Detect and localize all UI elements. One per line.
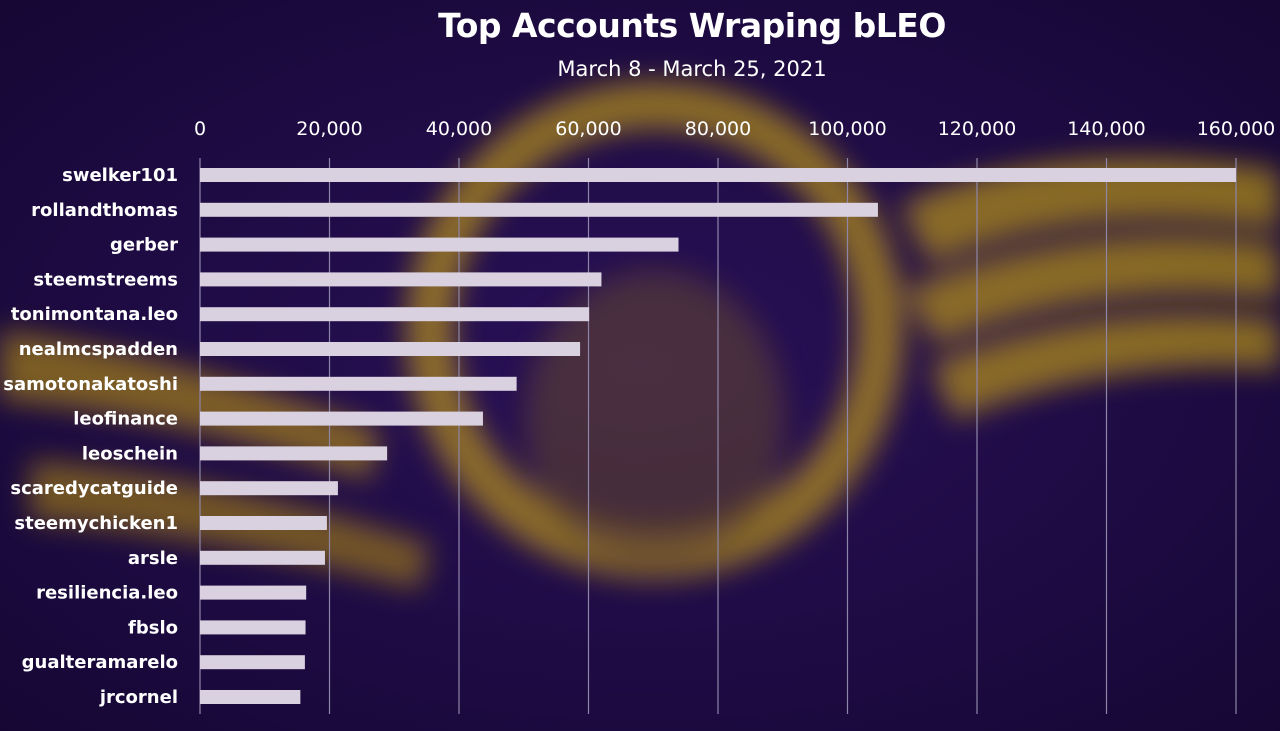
bar-leofinance xyxy=(200,411,483,426)
x-tick-label: 80,000 xyxy=(685,118,751,140)
category-label: leofinance xyxy=(73,409,178,430)
bar-gerber xyxy=(200,237,679,252)
category-label: resiliencia.leo xyxy=(36,583,178,604)
category-label: jrcornel xyxy=(99,687,178,708)
bar-rollandthomas xyxy=(200,202,878,217)
x-tick-label: 140,000 xyxy=(1067,118,1146,140)
category-labels: swelker101 rollandthomas gerber steemstreem… xyxy=(3,165,178,708)
bars xyxy=(200,168,1236,704)
bar-steemychicken1 xyxy=(200,516,327,530)
category-label: steemychicken1 xyxy=(14,513,178,534)
category-label: steemstreems xyxy=(33,269,178,290)
category-label: fbslo xyxy=(128,617,178,638)
x-tick-label: 120,000 xyxy=(938,118,1017,140)
bar-swelker101 xyxy=(200,168,1236,182)
bar-samotonakatoshi xyxy=(200,376,517,391)
bar-steemstreems xyxy=(200,272,602,287)
category-label: nealmcspadden xyxy=(19,339,178,360)
x-tick-label: 100,000 xyxy=(808,118,887,140)
x-tick-label: 160,000 xyxy=(1197,118,1276,140)
x-tick-label: 0 xyxy=(194,118,206,140)
category-label: leoschein xyxy=(82,443,178,464)
category-label: gerber xyxy=(110,235,178,256)
bar-arsle xyxy=(200,550,325,565)
chart-subtitle: March 8 - March 25, 2021 xyxy=(557,57,827,81)
x-tick-label: 60,000 xyxy=(555,118,621,140)
category-label: arsle xyxy=(128,548,178,569)
category-label: gualteramarelo xyxy=(22,652,178,673)
category-label: rollandthomas xyxy=(31,200,178,221)
bar-gualteramarelo xyxy=(200,655,305,670)
x-tick-label: 20,000 xyxy=(296,118,362,140)
category-label: scaredycatguide xyxy=(10,478,178,499)
bar-leoschein xyxy=(200,446,388,461)
x-axis-ticks: 0 20,000 40,000 60,000 80,000 100,000 120,000 1… xyxy=(194,118,1275,140)
bar-jrcornel xyxy=(200,690,301,704)
bar-nealmcspadden xyxy=(200,342,581,356)
category-label: samotonakatoshi xyxy=(3,374,178,395)
bar-resiliencia-leo xyxy=(200,585,307,600)
bar-fbslo xyxy=(200,620,306,635)
chart-title: Top Accounts Wraping bLEO xyxy=(438,6,946,45)
bar-tonimontana-leo xyxy=(200,307,590,322)
category-label: swelker101 xyxy=(62,165,178,186)
x-tick-label: 40,000 xyxy=(426,118,492,140)
category-label: tonimontana.leo xyxy=(11,304,178,325)
bar-scaredycatguide xyxy=(200,481,338,496)
